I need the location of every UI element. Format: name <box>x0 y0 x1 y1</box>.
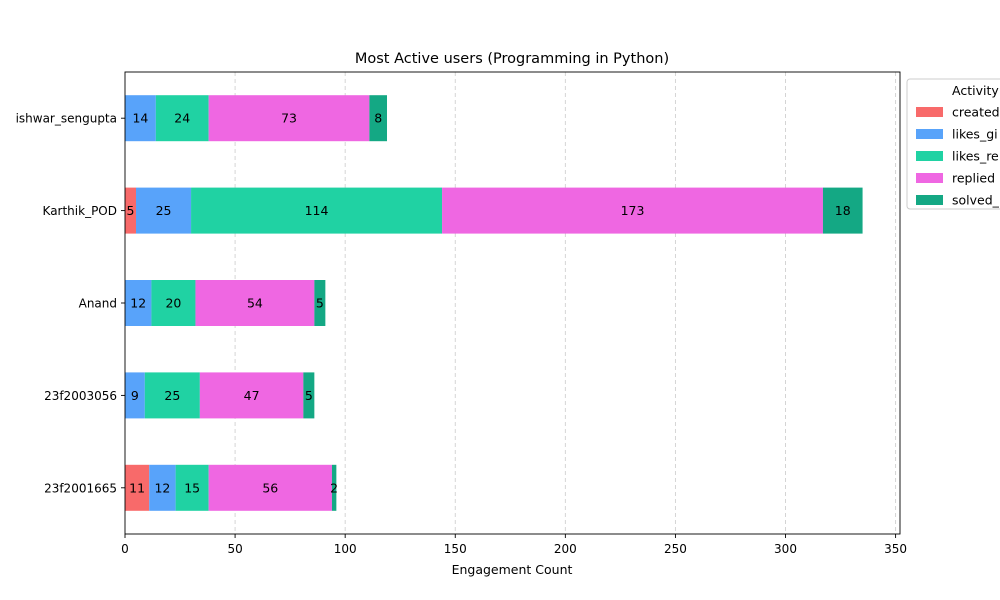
bar-segment-likes_re <box>144 372 200 419</box>
x-tick-label: 50 <box>227 542 242 556</box>
legend-label: created <box>952 105 1000 120</box>
y-tick-label: 23f2003056 <box>44 389 117 403</box>
bar-value-label: 18 <box>835 203 851 218</box>
bars: 14 24 73 8 5 25 114 173 18 12 20 54 5 9 25 47 5 11 12 15 56 2 <box>125 95 863 511</box>
x-tick-label: 100 <box>334 542 357 556</box>
bar-segment-likes_gi <box>125 95 156 142</box>
y-axis-ticks: ishwar_sengupta Karthik_POD Anand 23f200305… <box>16 112 125 495</box>
bar-value-label: 54 <box>247 296 263 311</box>
legend-label: solved_ <box>952 193 1000 208</box>
legend-box <box>906 78 1000 210</box>
bar-value-label: 24 <box>174 111 190 126</box>
legend-title: Activity <box>952 83 999 98</box>
bar-value-label: 12 <box>154 480 170 495</box>
y-tick-label: Anand <box>79 297 117 311</box>
y-tick-label: Karthik_POD <box>43 204 117 218</box>
y-tick-label: 23f2001665 <box>44 481 117 495</box>
bar-segment-replied <box>208 95 370 142</box>
x-tick-label: 150 <box>444 542 467 556</box>
bar-segment-created <box>125 464 150 511</box>
bar-segment-created <box>125 187 137 234</box>
bar-value-label: 5 <box>305 388 313 403</box>
y-tick-label: ishwar_sengupta <box>16 112 117 126</box>
bar-segment-likes_gi <box>125 372 145 419</box>
x-tick-label: 350 <box>884 542 907 556</box>
legend-swatch-likes_gi <box>916 129 943 139</box>
legend-swatch-solved_ <box>916 195 943 205</box>
bar-value-label: 5 <box>127 203 135 218</box>
bar-segment-likes_gi <box>149 464 176 511</box>
bar-value-label: 20 <box>165 296 181 311</box>
bar-segment-solved_ <box>331 464 337 511</box>
bar-segment-solved_ <box>369 95 388 142</box>
bar-value-label: 2 <box>330 480 338 495</box>
legend-label: likes_gi <box>952 127 998 142</box>
legend-swatch-likes_re <box>916 151 943 161</box>
bar-segment-solved_ <box>303 372 315 419</box>
bar-value-label: 47 <box>244 388 260 403</box>
bar-segment-likes_re <box>155 95 209 142</box>
bar-segment-replied <box>442 187 823 234</box>
x-axis-title: Engagement Count <box>452 562 573 577</box>
bar-segment-likes_re <box>191 187 443 234</box>
bar-segment-replied <box>195 280 315 326</box>
bar-segment-likes_re <box>151 280 196 326</box>
bar-segment-replied <box>208 464 332 511</box>
bar-value-label: 25 <box>156 203 172 218</box>
bar-value-label: 9 <box>131 388 139 403</box>
bar-value-label: 14 <box>132 111 148 126</box>
bar-value-label: 12 <box>130 296 146 311</box>
x-axis-ticks: 0 50 100 150 200 250 300 350 <box>121 534 907 556</box>
bar-value-label: 56 <box>262 480 278 495</box>
bar-segment-likes_gi <box>136 187 192 234</box>
bar-value-label: 173 <box>621 203 645 218</box>
legend-swatch-replied <box>916 173 943 183</box>
x-tick-label: 200 <box>554 542 577 556</box>
chart-title: Most Active users (Programming in Python… <box>355 51 669 67</box>
bar-segment-solved_ <box>314 280 326 326</box>
bar-segment-replied <box>199 372 304 419</box>
bar-segment-likes_gi <box>125 280 152 326</box>
bar-value-label: 114 <box>305 203 329 218</box>
grid-lines <box>234 72 897 534</box>
bar-segment-likes_re <box>175 464 209 511</box>
bar-value-label: 15 <box>184 480 200 495</box>
bar-value-label: 73 <box>281 111 297 126</box>
bar-segment-solved_ <box>822 187 863 234</box>
x-tick-label: 300 <box>774 542 797 556</box>
legend-label: likes_re <box>952 149 999 164</box>
bar-value-label: 25 <box>164 388 180 403</box>
legend-label: replied <box>952 171 995 186</box>
bar-value-label: 11 <box>129 480 145 495</box>
bar-value-label: 8 <box>374 111 382 126</box>
legend-swatch-created <box>916 107 943 117</box>
x-tick-label: 250 <box>664 542 687 556</box>
bar-value-label: 5 <box>316 296 324 311</box>
x-tick-label: 0 <box>121 542 129 556</box>
